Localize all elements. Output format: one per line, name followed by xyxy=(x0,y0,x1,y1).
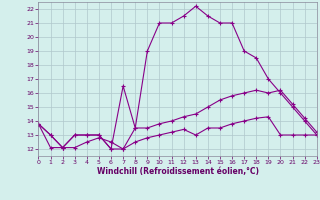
X-axis label: Windchill (Refroidissement éolien,°C): Windchill (Refroidissement éolien,°C) xyxy=(97,167,259,176)
